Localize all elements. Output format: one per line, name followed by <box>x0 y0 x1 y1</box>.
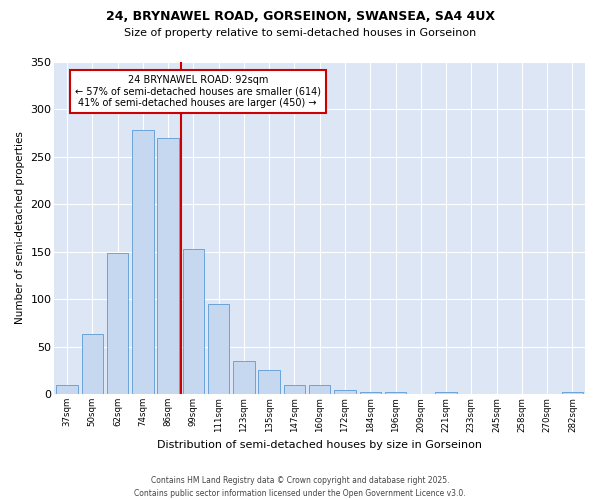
Text: 24 BRYNAWEL ROAD: 92sqm
← 57% of semi-detached houses are smaller (614)
41% of s: 24 BRYNAWEL ROAD: 92sqm ← 57% of semi-de… <box>75 75 321 108</box>
X-axis label: Distribution of semi-detached houses by size in Gorseinon: Distribution of semi-detached houses by … <box>157 440 482 450</box>
Bar <box>385 392 406 394</box>
Y-axis label: Number of semi-detached properties: Number of semi-detached properties <box>15 132 25 324</box>
Bar <box>334 390 356 394</box>
Bar <box>359 392 381 394</box>
Bar <box>56 384 78 394</box>
Bar <box>284 386 305 394</box>
Bar <box>259 370 280 394</box>
Bar <box>132 130 154 394</box>
Bar <box>182 248 204 394</box>
Bar <box>309 386 331 394</box>
Bar <box>82 334 103 394</box>
Bar <box>562 392 583 394</box>
Bar <box>107 254 128 394</box>
Bar <box>233 361 254 394</box>
Bar <box>436 392 457 394</box>
Text: 24, BRYNAWEL ROAD, GORSEINON, SWANSEA, SA4 4UX: 24, BRYNAWEL ROAD, GORSEINON, SWANSEA, S… <box>106 10 494 23</box>
Text: Size of property relative to semi-detached houses in Gorseinon: Size of property relative to semi-detach… <box>124 28 476 38</box>
Bar <box>157 138 179 394</box>
Bar <box>208 304 229 394</box>
Text: Contains HM Land Registry data © Crown copyright and database right 2025.
Contai: Contains HM Land Registry data © Crown c… <box>134 476 466 498</box>
